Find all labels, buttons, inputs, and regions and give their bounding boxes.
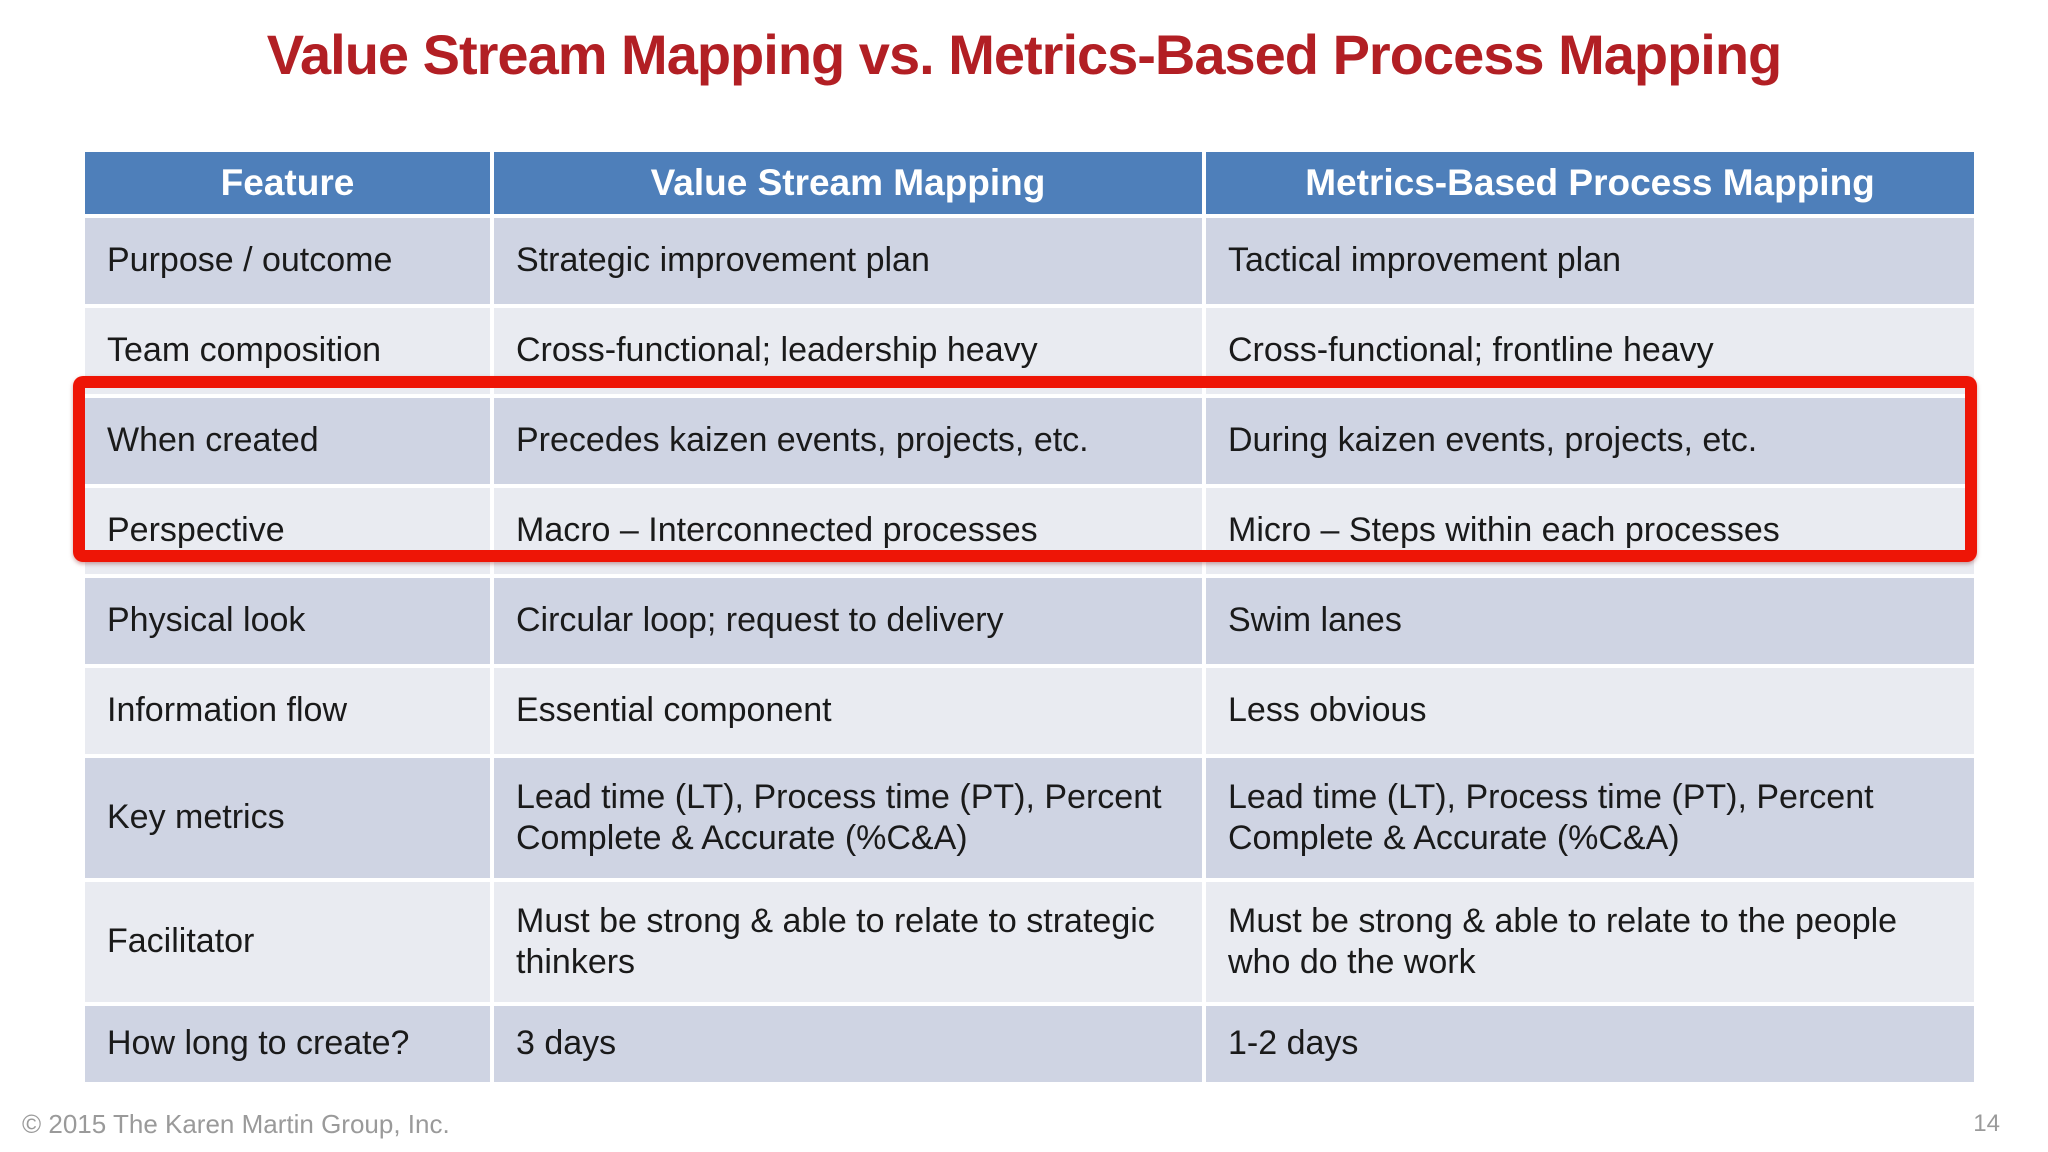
row-vsm-value: Essential component bbox=[494, 668, 1202, 754]
row-vsm-value: Circular loop; request to delivery bbox=[494, 578, 1202, 664]
row-mbpm-value: 1-2 days bbox=[1206, 1006, 1974, 1082]
row-mbpm-value: During kaizen events, projects, etc. bbox=[1206, 398, 1974, 484]
row-feature-label: Key metrics bbox=[85, 758, 490, 878]
row-feature-label: How long to create? bbox=[85, 1006, 490, 1082]
row-mbpm-value: Must be strong & able to relate to the p… bbox=[1206, 882, 1974, 1002]
row-feature-label: When created bbox=[85, 398, 490, 484]
row-mbpm-value: Cross-functional; frontline heavy bbox=[1206, 308, 1974, 394]
table-row: Team composition Cross-functional; leade… bbox=[85, 308, 1974, 394]
row-vsm-value: Strategic improvement plan bbox=[494, 218, 1202, 304]
table-row: Purpose / outcome Strategic improvement … bbox=[85, 218, 1974, 304]
table-row-highlighted: When created Precedes kaizen events, pro… bbox=[85, 398, 1974, 484]
table-header-row: Feature Value Stream Mapping Metrics-Bas… bbox=[85, 152, 1974, 214]
header-value-stream-mapping: Value Stream Mapping bbox=[494, 152, 1202, 214]
row-feature-label: Information flow bbox=[85, 668, 490, 754]
table-row: Key metrics Lead time (LT), Process time… bbox=[85, 758, 1974, 878]
row-vsm-value: Lead time (LT), Process time (PT), Perce… bbox=[494, 758, 1202, 878]
page-number: 14 bbox=[1973, 1110, 2000, 1137]
row-feature-label: Physical look bbox=[85, 578, 490, 664]
table-row: Information flow Essential component Les… bbox=[85, 668, 1974, 754]
row-mbpm-value: Less obvious bbox=[1206, 668, 1974, 754]
table-row-highlighted: Perspective Macro – Interconnected proce… bbox=[85, 488, 1974, 574]
table-row: Physical look Circular loop; request to … bbox=[85, 578, 1974, 664]
row-vsm-value: Cross-functional; leadership heavy bbox=[494, 308, 1202, 394]
row-mbpm-value: Lead time (LT), Process time (PT), Perce… bbox=[1206, 758, 1974, 878]
row-mbpm-value: Micro – Steps within each processes bbox=[1206, 488, 1974, 574]
row-vsm-value: Precedes kaizen events, projects, etc. bbox=[494, 398, 1202, 484]
row-vsm-value: Macro – Interconnected processes bbox=[494, 488, 1202, 574]
row-feature-label: Purpose / outcome bbox=[85, 218, 490, 304]
row-feature-label: Perspective bbox=[85, 488, 490, 574]
copyright-text: © 2015 The Karen Martin Group, Inc. bbox=[22, 1109, 450, 1139]
row-vsm-value: 3 days bbox=[494, 1006, 1202, 1082]
row-mbpm-value: Swim lanes bbox=[1206, 578, 1974, 664]
header-feature: Feature bbox=[85, 152, 490, 214]
comparison-table: Feature Value Stream Mapping Metrics-Bas… bbox=[81, 148, 1978, 1086]
table-row: How long to create? 3 days 1-2 days bbox=[85, 1006, 1974, 1082]
row-feature-label: Facilitator bbox=[85, 882, 490, 1002]
row-vsm-value: Must be strong & able to relate to strat… bbox=[494, 882, 1202, 1002]
table-row: Facilitator Must be strong & able to rel… bbox=[85, 882, 1974, 1002]
row-mbpm-value: Tactical improvement plan bbox=[1206, 218, 1974, 304]
header-metrics-based-process-mapping: Metrics-Based Process Mapping bbox=[1206, 152, 1974, 214]
row-feature-label: Team composition bbox=[85, 308, 490, 394]
page-title: Value Stream Mapping vs. Metrics-Based P… bbox=[266, 23, 1783, 86]
